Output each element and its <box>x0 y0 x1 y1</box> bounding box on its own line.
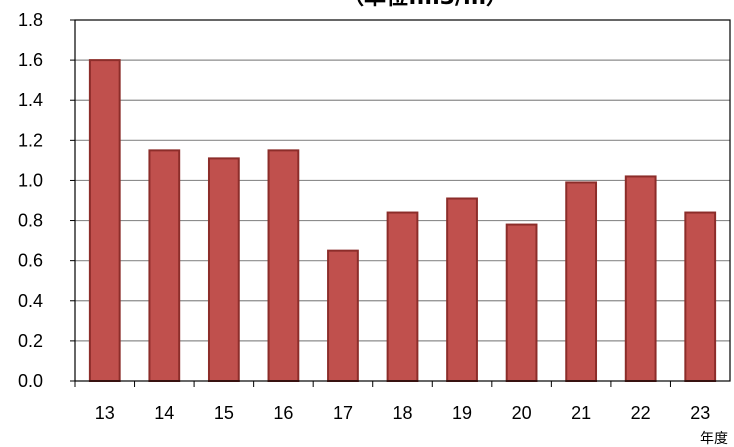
x-tick-label-17: 17 <box>333 403 353 423</box>
plot-area-border <box>74 19 731 382</box>
bar-15 <box>207 157 240 382</box>
bar-17 <box>327 249 359 382</box>
y-tick-label-1: 0.2 <box>18 331 43 351</box>
y-axis-tick-labels: 0.0 0.2 0.4 0.6 0.8 1.0 1.2 1.4 1.6 1.8 <box>18 10 75 391</box>
y-tick-label-5: 1.0 <box>18 170 43 190</box>
y-tick-label-0: 0.0 <box>18 371 43 391</box>
y-tick-label-3: 0.6 <box>18 251 43 271</box>
x-tick-label-21: 21 <box>571 403 591 423</box>
chart-title: （単位:m3/m） <box>342 0 508 10</box>
y-tick-label-4: 0.8 <box>18 211 43 231</box>
bar-18 <box>386 211 419 382</box>
y-tick-label-9: 1.8 <box>18 10 43 30</box>
x-tick-label-13: 13 <box>95 403 115 423</box>
x-axis-tick-labels: 13 14 15 16 17 18 19 20 21 22 23 <box>74 381 710 423</box>
x-tick-label-15: 15 <box>214 403 234 423</box>
y-tick-label-6: 1.2 <box>18 130 43 150</box>
y-tick-label-7: 1.4 <box>18 90 43 110</box>
bar-13 <box>88 59 121 382</box>
bars <box>88 59 717 382</box>
y-tick-label-2: 0.4 <box>18 291 43 311</box>
x-tick-label-14: 14 <box>154 403 174 423</box>
x-axis-unit-label: 年度 <box>700 431 728 447</box>
bar-21 <box>565 181 598 382</box>
x-tick-label-19: 19 <box>452 403 472 423</box>
y-tick-label-8: 1.6 <box>18 50 43 70</box>
bar-19 <box>446 197 478 382</box>
bar-14 <box>148 149 181 382</box>
bar-22 <box>624 175 657 382</box>
x-tick-label-23: 23 <box>690 403 710 423</box>
bar-23 <box>684 211 717 382</box>
x-tick-label-22: 22 <box>631 403 651 423</box>
x-tick-label-20: 20 <box>512 403 532 423</box>
x-tick-label-18: 18 <box>392 403 412 423</box>
bar-16 <box>267 149 300 382</box>
bar-20 <box>505 223 538 382</box>
x-tick-label-16: 16 <box>273 403 293 423</box>
